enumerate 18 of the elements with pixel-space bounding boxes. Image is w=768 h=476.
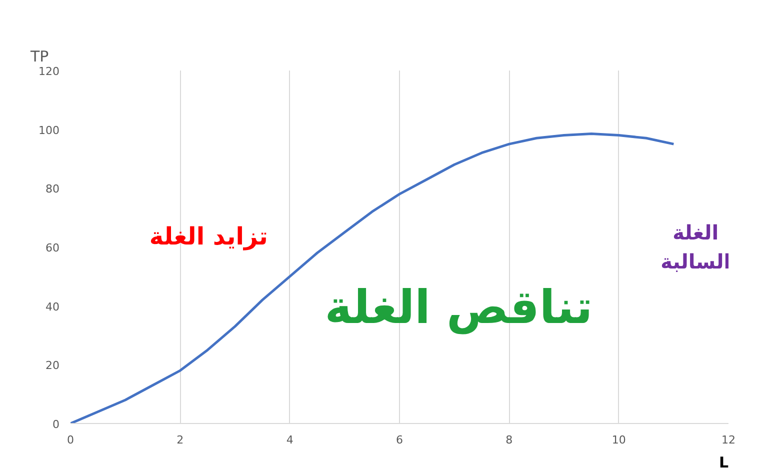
- y-tick-label: 60: [46, 242, 60, 254]
- y-tick-label: 40: [46, 300, 60, 314]
- x-tick-label: 10: [612, 434, 626, 446]
- y-tick-label: 20: [46, 359, 60, 372]
- annotation: تزايد الغلة: [149, 222, 268, 250]
- y-tick-label: 0: [52, 418, 60, 431]
- y-tick-label: 120: [38, 65, 60, 78]
- x-tick-label: 6: [396, 434, 403, 446]
- x-tick-label: 12: [722, 434, 736, 446]
- x-tick-label: 2: [176, 434, 184, 446]
- x-tick-label: 0: [67, 434, 74, 446]
- y-tick-label: 80: [46, 182, 60, 196]
- y-tick-label: 100: [38, 124, 60, 137]
- x-axis-title: L: [718, 454, 729, 472]
- annotation: تناقص الغلة: [324, 280, 593, 336]
- y-axis-title: TP: [30, 48, 49, 66]
- x-tick-label: 8: [506, 434, 513, 446]
- x-tick-label: 4: [286, 434, 294, 446]
